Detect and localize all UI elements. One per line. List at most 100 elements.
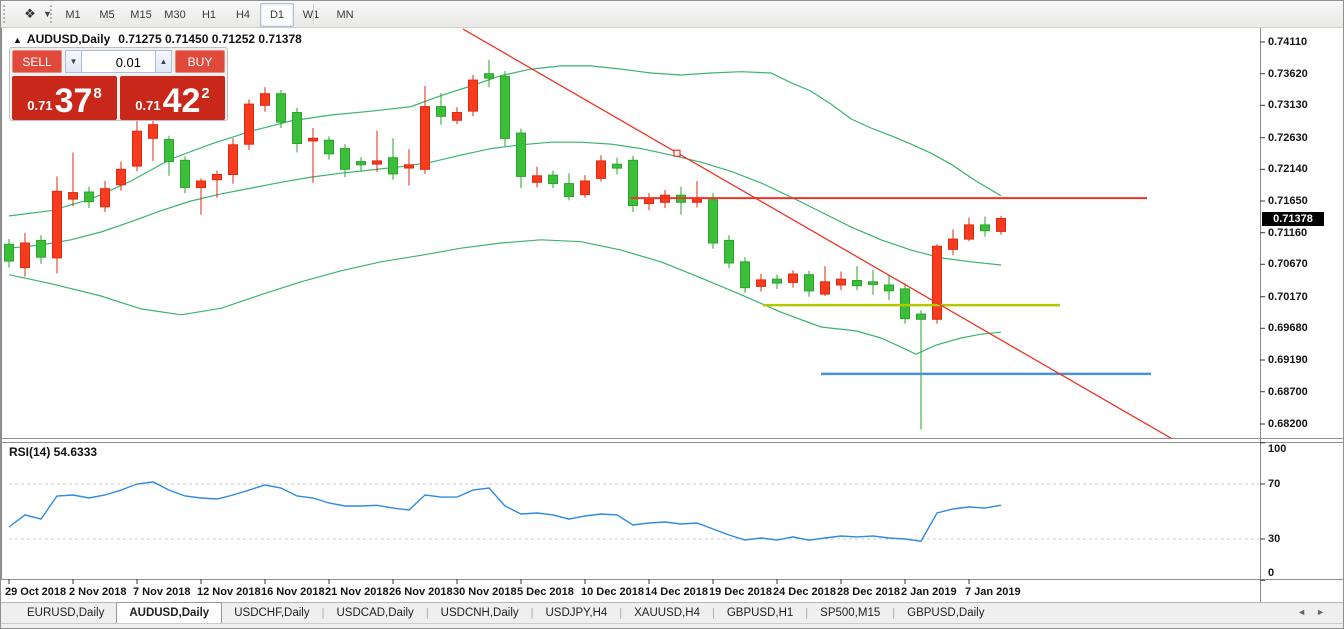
sell-price-box[interactable]: 0.71 37 8 bbox=[12, 76, 117, 120]
tab-scroll-arrows[interactable]: ◄► bbox=[1297, 607, 1335, 617]
timeframe-button-w1[interactable]: W1 bbox=[302, 9, 320, 21]
candle-body[interactable] bbox=[116, 168, 126, 186]
timeframe-button-m1[interactable]: M1 bbox=[65, 9, 81, 21]
chart-tab-audusd-daily[interactable]: AUDUSD,Daily bbox=[116, 602, 223, 623]
candle-body[interactable] bbox=[228, 144, 238, 176]
candle-body[interactable] bbox=[180, 159, 190, 188]
buy-button[interactable]: BUY bbox=[175, 50, 225, 73]
candle-body[interactable] bbox=[260, 93, 270, 106]
candle-body[interactable] bbox=[356, 161, 366, 166]
candle-body[interactable] bbox=[596, 160, 606, 179]
candle-body[interactable] bbox=[100, 188, 110, 208]
candle-body[interactable] bbox=[916, 313, 926, 320]
chart-tab-usdcnh-daily[interactable]: USDCNH,Daily bbox=[440, 607, 519, 619]
volume-increase-button[interactable]: ▲ bbox=[155, 50, 172, 73]
candle-body[interactable] bbox=[804, 274, 814, 292]
candle-body[interactable] bbox=[948, 238, 958, 250]
candle-body[interactable] bbox=[436, 106, 446, 117]
candle-body[interactable] bbox=[84, 191, 94, 203]
candle-body[interactable] bbox=[884, 284, 894, 292]
candle-body[interactable] bbox=[388, 157, 398, 175]
volume-input[interactable]: 0.01 bbox=[82, 50, 155, 73]
chart-tab-gbpusd-daily[interactable]: GBPUSD,Daily bbox=[907, 607, 985, 619]
candle-body[interactable] bbox=[740, 261, 750, 289]
candle-body[interactable] bbox=[452, 112, 462, 121]
candle-body[interactable] bbox=[644, 197, 654, 205]
candle-body[interactable] bbox=[852, 280, 862, 287]
candle-body[interactable] bbox=[148, 124, 158, 139]
timeframe-button-h1[interactable]: H1 bbox=[201, 9, 217, 21]
candle-body[interactable] bbox=[244, 103, 254, 145]
candle-body[interactable] bbox=[484, 73, 494, 79]
candle-body[interactable] bbox=[4, 243, 14, 262]
bollinger-middle-band[interactable] bbox=[8, 141, 1002, 266]
tab-scroll-left-icon[interactable]: ◄ bbox=[1297, 607, 1317, 617]
timeframe-button-d1[interactable]: D1 bbox=[260, 3, 294, 27]
timeframe-button-m5[interactable]: M5 bbox=[99, 9, 115, 21]
panel-splitter-bottom[interactable] bbox=[1, 442, 1343, 443]
bollinger-upper-band[interactable] bbox=[8, 65, 1002, 217]
rsi-line[interactable] bbox=[8, 481, 1002, 542]
timeframe-button-h4[interactable]: H4 bbox=[235, 9, 251, 21]
candle-body[interactable] bbox=[372, 160, 382, 165]
candle-body[interactable] bbox=[548, 174, 558, 185]
chart-tab-usdcad-daily[interactable]: USDCAD,Daily bbox=[336, 607, 414, 619]
volume-decrease-button[interactable]: ▼ bbox=[65, 50, 82, 73]
candle-body[interactable] bbox=[772, 278, 782, 284]
chart-tab-sp500-m15[interactable]: SP500,M15 bbox=[820, 607, 881, 619]
sell-button[interactable]: SELL bbox=[12, 50, 62, 73]
candle-body[interactable] bbox=[52, 190, 62, 259]
timeframe-button-mn[interactable]: MN bbox=[336, 9, 354, 21]
candle-body[interactable] bbox=[468, 79, 478, 112]
candle-body[interactable] bbox=[708, 199, 718, 244]
candle-body[interactable] bbox=[212, 174, 222, 181]
bollinger-lower-band[interactable] bbox=[8, 239, 1002, 355]
candle-body[interactable] bbox=[788, 273, 798, 283]
chart-type-dropdown-icon[interactable]: ▼ bbox=[43, 9, 52, 19]
candle-body[interactable] bbox=[820, 281, 830, 295]
buy-price-box[interactable]: 0.71 42 2 bbox=[120, 76, 225, 120]
candle-body[interactable] bbox=[868, 281, 878, 285]
candle-body[interactable] bbox=[836, 278, 846, 286]
candle-body[interactable] bbox=[276, 93, 286, 123]
candle-body[interactable] bbox=[980, 224, 990, 232]
chart-tab-eurusd-daily[interactable]: EURUSD,Daily bbox=[27, 607, 105, 619]
chart-tab-usdjpy-h4[interactable]: USDJPY,H4 bbox=[545, 607, 608, 619]
trendline-anchor-marker[interactable] bbox=[673, 149, 681, 157]
candle-body[interactable] bbox=[132, 130, 142, 167]
candle-body[interactable] bbox=[756, 279, 766, 287]
candle-body[interactable] bbox=[292, 112, 302, 144]
candle-body[interactable] bbox=[612, 163, 622, 169]
chart-tab-gbpusd-h1[interactable]: GBPUSD,H1 bbox=[726, 607, 794, 619]
candle-body[interactable] bbox=[900, 288, 910, 320]
toolbar-grip[interactable] bbox=[3, 5, 8, 23]
candle-body[interactable] bbox=[20, 242, 30, 269]
candle-body[interactable] bbox=[404, 164, 414, 169]
candle-body[interactable] bbox=[196, 180, 206, 188]
candle-body[interactable] bbox=[564, 183, 574, 198]
candle-body[interactable] bbox=[580, 180, 590, 196]
panel-splitter-top[interactable] bbox=[1, 438, 1343, 439]
candle-body[interactable] bbox=[308, 137, 318, 142]
candle-body[interactable] bbox=[164, 139, 174, 163]
chart-tab-usdchf-daily[interactable]: USDCHF,Daily bbox=[234, 607, 310, 619]
chart-tab-xauusd-h4[interactable]: XAUUSD,H4 bbox=[634, 607, 700, 619]
candle-body[interactable] bbox=[996, 218, 1006, 232]
candle-body[interactable] bbox=[36, 239, 46, 258]
candle-body[interactable] bbox=[340, 148, 350, 170]
candle-body[interactable] bbox=[628, 159, 638, 207]
candle-body[interactable] bbox=[420, 106, 430, 170]
candle-body[interactable] bbox=[932, 245, 942, 320]
candle-body[interactable] bbox=[964, 224, 974, 240]
timeframe-button-m30[interactable]: M30 bbox=[164, 9, 186, 21]
collapse-panel-icon[interactable]: ▲ bbox=[13, 35, 22, 45]
descending-trendline[interactable] bbox=[462, 28, 1172, 439]
toolbar-grip-2[interactable] bbox=[50, 5, 55, 23]
candle-body[interactable] bbox=[516, 132, 526, 177]
candle-body[interactable] bbox=[324, 139, 334, 155]
tab-scroll-right-icon[interactable]: ► bbox=[1316, 607, 1335, 617]
timeframe-button-m15[interactable]: M15 bbox=[130, 9, 152, 21]
chart-type-icon[interactable]: ❖ bbox=[24, 6, 36, 21]
candle-body[interactable] bbox=[68, 192, 78, 200]
